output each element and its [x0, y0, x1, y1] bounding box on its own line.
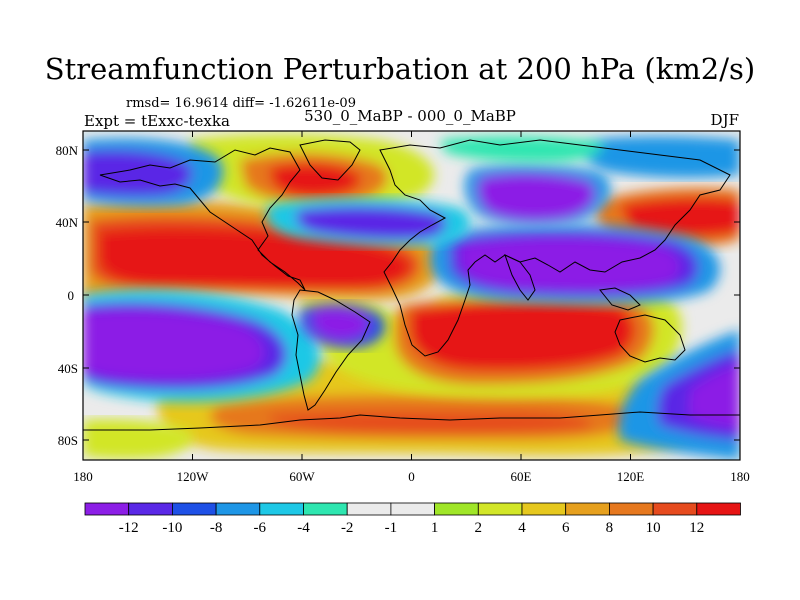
- colorbar-box: [346, 502, 392, 516]
- x-tick-label: 60E: [511, 469, 532, 484]
- colorbar-box: [128, 502, 173, 516]
- coastline: [83, 139, 740, 431]
- australia-coast: [614, 314, 686, 363]
- colorbar-label: 6: [562, 520, 570, 536]
- colorbar-labels: -12 -10 -8 -6 -4 -2 -1 1 2 4 6 8 10 12: [119, 520, 705, 536]
- x-tick-label: 120W: [177, 469, 210, 484]
- colorbar-box: [652, 502, 698, 516]
- x-tick-label: 0: [408, 469, 415, 484]
- colorbar-box: [390, 502, 435, 516]
- colorbar-label: 8: [606, 520, 614, 536]
- n-atlantic-negative-core: [295, 206, 446, 240]
- asia-negative-core: [460, 237, 681, 291]
- se-asia-islands: [599, 287, 641, 311]
- colorbar-label: 4: [518, 520, 526, 536]
- colorbar: [84, 502, 741, 516]
- equatorial-positive-core: [410, 301, 635, 371]
- colorbar-label: -1: [385, 520, 398, 536]
- colorbar-box: [171, 502, 217, 516]
- y-tick-label: 40N: [56, 215, 79, 230]
- colorbar-box: [477, 502, 523, 516]
- colorbar-label: -2: [341, 520, 354, 536]
- colorbar-label: -10: [162, 520, 182, 536]
- y-tick-label: 0: [68, 288, 75, 303]
- runs-label: 530_0_MaBP - 000_0_MaBP: [304, 107, 516, 125]
- y-tick-label: 80S: [58, 433, 78, 448]
- colorbar-label: -8: [210, 520, 223, 536]
- x-tick-label: 180: [730, 469, 750, 484]
- colorbar-box: [303, 502, 348, 516]
- axis-ticks: [82, 131, 741, 460]
- colorbar-box: [259, 502, 304, 516]
- colorbar-label: 10: [646, 520, 661, 536]
- arctic-east-negative: [578, 136, 740, 178]
- x-tick-label: 120E: [617, 469, 645, 484]
- colorbar-box: [521, 502, 567, 516]
- siberia-negative-core: [477, 173, 596, 221]
- y-tick-label: 80N: [56, 143, 79, 158]
- season-label: DJF: [710, 111, 739, 129]
- colorbar-label: 12: [689, 520, 704, 536]
- north-positive-core: [100, 228, 410, 288]
- y-tick-labels: 80N 40N 0 40S 80S: [56, 143, 79, 448]
- x-tick-label: 180: [73, 469, 93, 484]
- nw-pacific-positive-core: [620, 197, 740, 237]
- x-tick-labels: 180 120W 60W 0 60E 120E 180: [73, 469, 750, 484]
- colorbar-box: [84, 502, 130, 516]
- india-coast: [504, 254, 536, 301]
- arctic-positive-core: [269, 163, 361, 197]
- north-america-coast: [99, 147, 306, 291]
- rmsd-diff-stats: rmsd= 16.9614 diff= -1.62611e-09: [126, 96, 356, 111]
- plot-title: Streamfunction Perturbation at 200 hPa (…: [44, 52, 756, 86]
- south-america-coast: [291, 289, 371, 411]
- colorbar-label: -4: [297, 520, 310, 536]
- colorbar-box: [565, 502, 610, 516]
- streamfunction-field: [83, 131, 740, 460]
- colorbar-box: [215, 502, 261, 516]
- se-negative-core: [688, 365, 740, 428]
- greenland-coast: [299, 139, 361, 181]
- colorbar-box: [696, 502, 741, 516]
- x-tick-label: 60W: [289, 469, 315, 484]
- colorbar-box: [434, 502, 479, 516]
- colorbar-box: [609, 502, 654, 516]
- experiment-label: Expt = tExxc-texka: [84, 112, 230, 130]
- colorbar-label: 2: [475, 520, 483, 536]
- y-tick-label: 40S: [58, 361, 78, 376]
- antarctica-coast: [83, 411, 740, 431]
- colorbar-label: -12: [119, 520, 139, 536]
- colorbar-label: 1: [431, 520, 439, 536]
- sw-negative-core: [83, 309, 265, 380]
- sa-negative-core: [312, 308, 370, 341]
- ne-pacific-negative-core: [83, 150, 192, 196]
- colorbar-label: -6: [254, 520, 267, 536]
- eurasia-africa-coast: [379, 139, 731, 357]
